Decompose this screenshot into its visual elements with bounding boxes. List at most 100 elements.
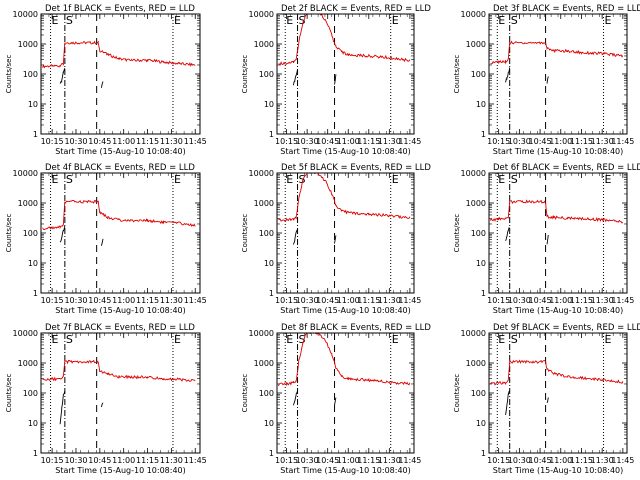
panel-title: Det 1f BLACK = Events, RED = LLD: [45, 4, 195, 14]
y-tick-label: 10000: [461, 10, 486, 19]
x-tick-label: 11:15: [357, 456, 380, 465]
x-tick-label: 10:30: [508, 296, 531, 305]
plot-frame: [276, 332, 415, 454]
event-marker-label: E: [498, 173, 505, 186]
y-tick-label: 10: [28, 419, 38, 428]
x-tick-label: 11:30: [160, 456, 183, 465]
x-tick-label: 10:15: [275, 296, 298, 305]
lld-rate-series: [42, 40, 196, 69]
event-marker-label: E: [392, 173, 399, 186]
y-tick-label: 1: [481, 289, 486, 298]
x-tick-label: 10:30: [508, 456, 531, 465]
x-tick-label: 11:00: [112, 137, 135, 146]
x-tick-label: 10:15: [487, 456, 510, 465]
y-tick-label: 1000: [466, 359, 486, 368]
x-tick-label: 10:15: [41, 137, 64, 146]
x-tick-label: 11:45: [398, 456, 421, 465]
detector-panel-5: Det 5f BLACK = Events, RED = LLD Counts/s…: [241, 163, 431, 315]
x-tick-label: 10:45: [316, 296, 339, 305]
y-tick-label: 10000: [249, 10, 274, 19]
x-tick-label: 11:15: [136, 137, 159, 146]
x-tick-label: 11:30: [160, 137, 183, 146]
event-marker-label: S: [511, 14, 518, 27]
event-marker-label: S: [299, 14, 306, 27]
x-tick-label: 10:30: [64, 296, 87, 305]
y-tick-label: 10000: [249, 169, 274, 178]
y-tick-label: 100: [259, 70, 274, 79]
event-marker-label: S: [299, 333, 306, 346]
event-marker-label: E: [605, 14, 612, 27]
y-axis-label: Counts/sec: [453, 214, 461, 253]
y-tick-label: 10000: [13, 329, 38, 338]
x-tick-label: 11:15: [570, 137, 593, 146]
x-tick-label: 11:15: [570, 296, 593, 305]
plot-frame: [276, 13, 415, 135]
x-tick-label: 10:30: [64, 137, 87, 146]
y-axis-label: Counts/sec: [5, 55, 13, 94]
y-tick-label: 10: [476, 259, 486, 268]
x-tick-label: 11:15: [570, 456, 593, 465]
y-tick-label: 10: [476, 100, 486, 109]
detector-panel-9: Det 9f BLACK = Events, RED = LLD Counts/s…: [453, 323, 640, 475]
y-tick-label: 100: [471, 70, 486, 79]
detector-panel-4: Det 4f BLACK = Events, RED = LLD Counts/s…: [5, 163, 207, 315]
x-tick-label: 10:45: [529, 456, 552, 465]
x-tick-label: 10:15: [275, 137, 298, 146]
y-tick-label: 100: [471, 229, 486, 238]
y-tick-label: 10000: [13, 10, 38, 19]
x-tick-label: 11:30: [160, 296, 183, 305]
x-tick-label: 11:30: [591, 456, 614, 465]
event-marker-label: E: [52, 173, 59, 186]
event-marker-label: E: [498, 14, 505, 27]
panel-title: Det 6f BLACK = Events, RED = LLD: [493, 163, 640, 173]
plot-frame: [276, 172, 415, 294]
event-marker-label: E: [286, 333, 293, 346]
panel-title: Det 9f BLACK = Events, RED = LLD: [493, 323, 640, 333]
x-tick-label: 10:45: [316, 456, 339, 465]
y-tick-label: 10000: [461, 329, 486, 338]
y-axis-label: Counts/sec: [241, 374, 249, 413]
x-tick-label: 11:15: [136, 296, 159, 305]
y-tick-label: 100: [23, 229, 38, 238]
y-tick-label: 100: [471, 389, 486, 398]
event-marker-label: E: [498, 333, 505, 346]
y-axis-label: Counts/sec: [5, 214, 13, 253]
x-tick-label: 11:30: [378, 137, 401, 146]
plot-frame: [40, 13, 201, 135]
y-tick-label: 1000: [18, 359, 38, 368]
y-tick-label: 10: [28, 259, 38, 268]
x-tick-label: 11:45: [398, 137, 421, 146]
event-rate-series: [505, 390, 549, 415]
x-axis-label: Start Time (15-Aug-10 10:08:40): [55, 466, 186, 475]
panel-title: Det 4f BLACK = Events, RED = LLD: [45, 163, 195, 173]
y-tick-label: 1000: [254, 40, 274, 49]
x-tick-label: 10:30: [296, 296, 319, 305]
y-tick-label: 10: [264, 419, 274, 428]
y-tick-label: 10000: [461, 169, 486, 178]
y-tick-label: 1000: [254, 359, 274, 368]
event-marker-label: S: [511, 333, 518, 346]
x-tick-label: 10:45: [88, 456, 111, 465]
lld-rate-series: [490, 359, 624, 386]
lld-rate-series: [489, 199, 624, 224]
plot-frame: [488, 332, 628, 454]
x-tick-label: 10:45: [88, 296, 111, 305]
y-tick-label: 1: [269, 449, 274, 458]
y-axis-label: Counts/sec: [5, 374, 13, 413]
event-rate-series: [59, 225, 104, 246]
y-tick-label: 1000: [18, 199, 38, 208]
x-tick-label: 11:30: [378, 296, 401, 305]
x-axis-label: Start Time (15-Aug-10 10:08:40): [493, 466, 624, 475]
event-marker-label: E: [174, 14, 181, 27]
detector-panel-2: Det 2f BLACK = Events, RED = LLD Counts/s…: [241, 4, 431, 156]
y-tick-label: 10: [476, 419, 486, 428]
x-tick-label: 11:00: [112, 456, 135, 465]
x-tick-label: 10:15: [487, 296, 510, 305]
lld-rate-series: [278, 173, 411, 222]
y-tick-label: 1: [269, 289, 274, 298]
event-rate-series: [59, 391, 104, 425]
event-marker-label: E: [605, 333, 612, 346]
x-tick-label: 11:30: [591, 137, 614, 146]
event-marker-label: S: [299, 173, 306, 186]
